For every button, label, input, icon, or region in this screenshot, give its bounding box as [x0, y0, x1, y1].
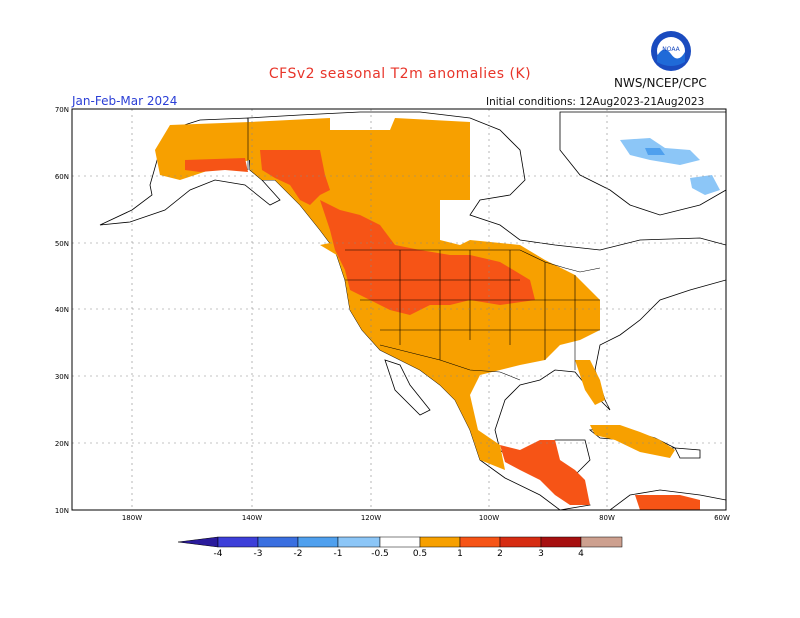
legend-label: -1	[334, 549, 343, 559]
borders	[247, 118, 601, 381]
season-label: Jan-Feb-Mar 2024	[72, 94, 178, 108]
legend-label: -2	[294, 549, 303, 559]
lon-label: 140W	[242, 514, 262, 522]
legend-label: 2	[497, 549, 503, 559]
legend-color-box	[177, 536, 219, 548]
legend-label: 1	[457, 549, 463, 559]
legend-color-box	[499, 536, 542, 548]
legend-label: -4	[214, 549, 223, 559]
legend-color-box	[217, 536, 259, 548]
legend-color-box	[419, 536, 461, 548]
legend-label: -3	[254, 549, 263, 559]
anomaly-warm-1	[185, 150, 700, 510]
legend-boxes	[177, 536, 623, 548]
anomaly-cool-strong	[645, 148, 665, 155]
lat-label: 50N	[55, 240, 69, 248]
noaa-logo: NOAA	[650, 30, 692, 76]
initial-conditions-label: Initial conditions: 12Aug2023-21Aug2023	[486, 96, 705, 108]
legend-color-box	[337, 536, 381, 548]
lon-label: 120W	[361, 514, 381, 522]
lon-label: 180W	[122, 514, 142, 522]
legend-label: -0.5	[371, 549, 389, 559]
logo-text: NOAA	[662, 46, 680, 53]
legend-color-box	[379, 536, 421, 548]
legend-color-box	[580, 536, 623, 548]
legend-label: 0.5	[413, 549, 427, 559]
legend-color-box	[540, 536, 582, 548]
lat-label: 30N	[55, 373, 69, 381]
legend-label: 3	[538, 549, 544, 559]
lat-label: 70N	[55, 106, 69, 114]
legend-color-box	[459, 536, 501, 548]
lat-label: 60N	[55, 173, 69, 181]
chart-title: CFSv2 seasonal T2m anomalies (K)	[268, 66, 532, 82]
legend-label: 4	[578, 549, 584, 559]
lon-label: 100W	[479, 514, 499, 522]
lat-label: 40N	[55, 306, 69, 314]
map-area	[72, 109, 726, 510]
lon-label: 80W	[599, 514, 615, 522]
graticule	[72, 109, 726, 510]
lon-label: 60W	[714, 514, 730, 522]
lat-label: 10N	[55, 507, 69, 515]
map-frame	[71, 108, 727, 511]
lat-label: 20N	[55, 440, 69, 448]
legend-color-box	[297, 536, 339, 548]
agency-label: NWS/NCEP/CPC	[614, 76, 707, 90]
legend-color-box	[257, 536, 299, 548]
